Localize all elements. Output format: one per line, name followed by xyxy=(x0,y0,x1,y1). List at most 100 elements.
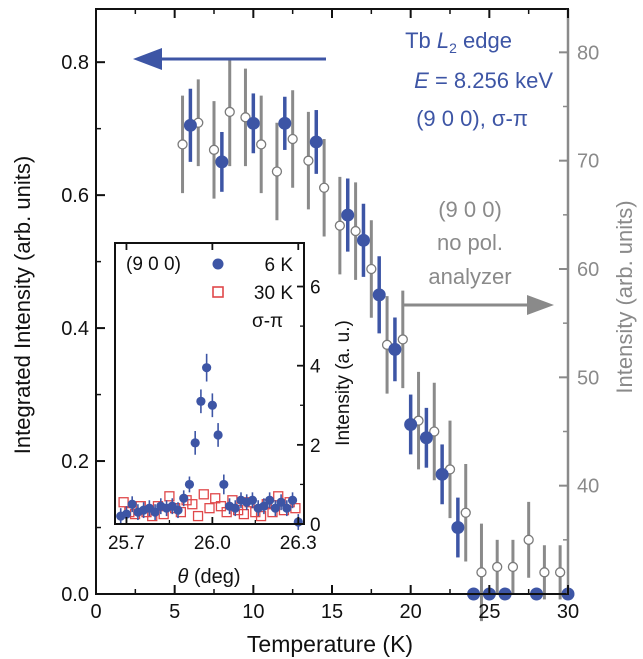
inset-point-6k xyxy=(213,430,223,440)
y-right-tick-label: 50 xyxy=(577,367,599,389)
y-left-tick-label: 0.8 xyxy=(61,52,89,74)
inset-point-6k xyxy=(219,479,229,490)
point-left xyxy=(341,208,355,222)
point-right xyxy=(366,263,377,275)
point-right xyxy=(492,561,503,573)
x-tick-label: 25 xyxy=(478,601,500,623)
annotation-reflection-right: (9 0 0) xyxy=(438,197,502,222)
x-tick-label: 5 xyxy=(169,601,180,623)
x-tick-label: 10 xyxy=(242,601,264,623)
right-arrow-icon xyxy=(527,295,554,315)
point-left xyxy=(435,467,449,481)
inset-point-6k xyxy=(230,503,240,513)
point-left xyxy=(278,116,292,130)
point-left xyxy=(183,118,197,132)
inset-point-6k xyxy=(196,396,206,406)
inset-point-6k xyxy=(173,505,183,515)
inset-point-6k xyxy=(247,495,258,505)
point-left xyxy=(215,155,229,169)
inset-legend-marker-30k xyxy=(212,286,224,298)
inset-point-6k xyxy=(127,499,137,509)
inset-y-tick-label: 4 xyxy=(310,357,321,378)
y-left-tick-label: 0.2 xyxy=(61,451,89,473)
point-right xyxy=(318,182,330,193)
point-right xyxy=(476,567,487,578)
point-left xyxy=(246,116,260,130)
inset-point-6k xyxy=(265,495,275,505)
inset-point-30k xyxy=(192,510,204,522)
annotation-reflection-left: (9 0 0), σ-π xyxy=(416,106,528,131)
inset-point-6k xyxy=(207,400,217,410)
inset-point-6k xyxy=(259,501,269,511)
inset-point-6k xyxy=(121,509,132,519)
point-right xyxy=(554,567,566,578)
inset-series-6k xyxy=(116,353,303,530)
point-right xyxy=(256,139,267,150)
inset-legend-label-30k: 30 K xyxy=(254,283,293,304)
point-right xyxy=(334,220,346,231)
left-arrow-icon xyxy=(133,48,162,70)
inset-point-30k xyxy=(210,493,221,504)
series-sigma-pi xyxy=(183,88,575,601)
inset-x-tick-label: 26.0 xyxy=(194,533,231,554)
inset-point-6k xyxy=(184,479,195,490)
annotation-tb-edge: Tb L2 edge xyxy=(405,28,512,56)
inset-y-tick-label: 2 xyxy=(310,436,321,457)
point-right xyxy=(507,561,519,573)
point-right xyxy=(303,155,314,166)
point-left xyxy=(372,288,386,302)
inset-ticks: 25.7 26.0 26.30 2 4 6 xyxy=(108,243,321,554)
point-right xyxy=(539,567,550,578)
inset-x-axis-label: θ (deg) xyxy=(177,566,240,588)
x-tick-label: 0 xyxy=(90,601,101,623)
annotation-energy: E = 8.256 keV xyxy=(414,68,553,93)
inset-y-tick-label: 0 xyxy=(310,515,321,536)
inset-point-6k xyxy=(276,497,286,507)
y-right-tick-label: 80 xyxy=(577,42,599,64)
point-right xyxy=(240,112,251,123)
x-axis-label: Temperature (K) xyxy=(247,631,413,657)
point-right xyxy=(177,139,188,150)
point-right xyxy=(208,144,220,155)
inset-background xyxy=(115,243,304,524)
y-left-tick-label: 0.6 xyxy=(61,185,89,207)
inset-x-tick-label: 26.3 xyxy=(280,533,317,554)
x-tick-label: 20 xyxy=(400,601,422,623)
annotation-analyzer: analyzer xyxy=(428,264,511,289)
inset-point-30k xyxy=(204,503,215,514)
inset-point-30k xyxy=(198,489,209,500)
y-axis-right-label: Intensity (arb. units) xyxy=(612,200,637,393)
y-left-tick-label: 0.4 xyxy=(61,318,89,340)
series-no-pol-analyzer xyxy=(177,57,566,622)
y-right-tick-label: 70 xyxy=(577,151,599,173)
x-tick-label: 15 xyxy=(321,601,343,623)
point-left xyxy=(404,417,418,431)
point-right xyxy=(287,133,298,145)
point-right xyxy=(460,507,471,518)
point-right xyxy=(271,166,283,177)
inset-point-30k xyxy=(164,491,175,502)
inset-point-6k xyxy=(287,495,298,505)
point-left xyxy=(388,342,402,356)
inset-point-30k xyxy=(187,499,198,510)
point-right xyxy=(224,106,235,118)
inset-point-6k xyxy=(190,438,200,448)
point-left xyxy=(451,521,465,535)
inset-point-6k xyxy=(270,503,280,513)
inset-point-6k xyxy=(150,507,160,517)
point-left xyxy=(419,431,433,445)
inset-y-axis-label: Intensity (a. u.) xyxy=(333,320,354,446)
y-right-tick-label: 40 xyxy=(577,476,599,498)
point-left xyxy=(309,135,323,149)
inset-legend-title: (9 0 0) xyxy=(126,254,181,275)
inset-y-tick-label: 6 xyxy=(310,278,321,299)
y-right-tick-label: 60 xyxy=(577,259,599,281)
y-left-tick-label: 0.0 xyxy=(61,584,89,606)
inset-point-6k xyxy=(282,503,292,513)
point-right xyxy=(350,225,361,237)
inset-legend-extra: σ-π xyxy=(252,311,283,332)
point-right xyxy=(397,334,408,345)
inset-frame xyxy=(114,242,305,525)
inset-point-6k xyxy=(202,363,212,373)
